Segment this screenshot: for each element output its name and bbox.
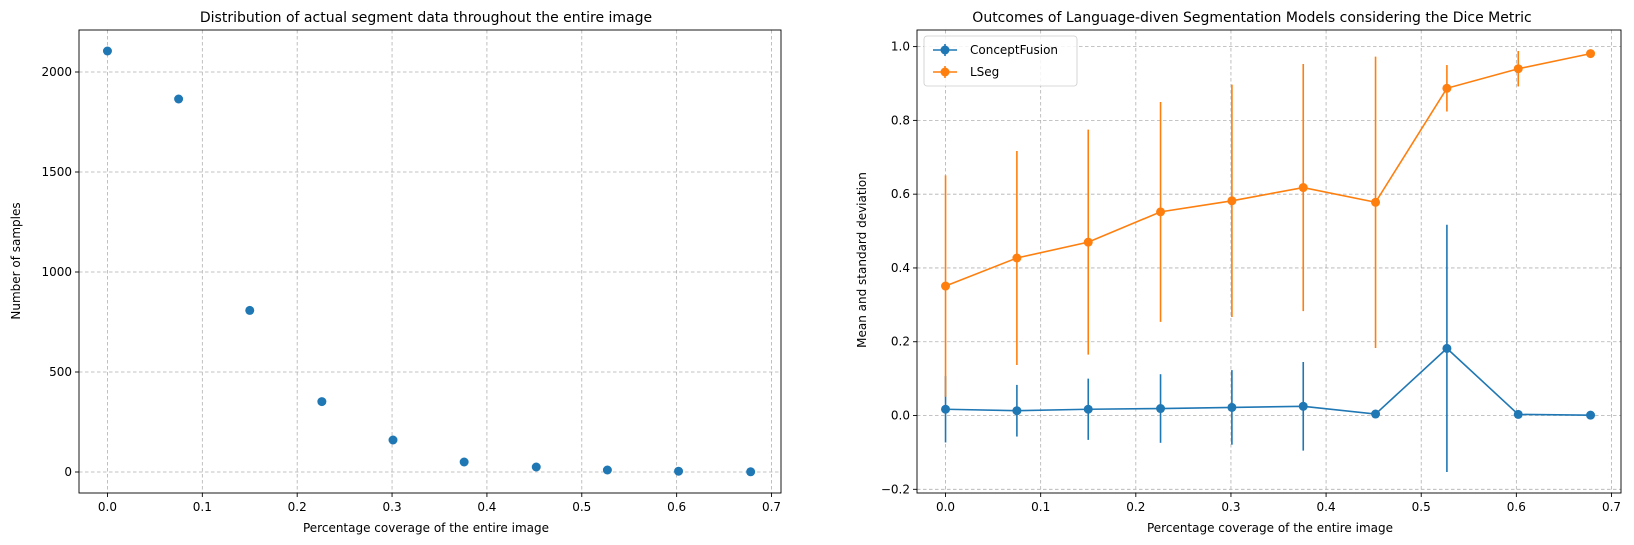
chart-dice-series <box>941 49 1596 472</box>
y-tick-label: 1.0 <box>891 40 910 54</box>
x-tick-label: 0.4 <box>477 500 496 514</box>
data-point <box>1442 83 1452 93</box>
chart-samples-grid <box>79 30 781 493</box>
x-tick-label: 0.1 <box>193 500 212 514</box>
legend-marker-lseg <box>940 67 950 77</box>
x-tick-label: 0.5 <box>1412 500 1431 514</box>
chart-dice: Outcomes of Language-diven Segmentation … <box>855 10 1622 535</box>
data-point <box>1298 401 1308 411</box>
data-point <box>1083 404 1093 414</box>
data-point <box>1513 409 1523 419</box>
y-tick-label: 1500 <box>41 165 72 179</box>
x-tick-label: 0.0 <box>98 500 117 514</box>
chart-samples-title: Distribution of actual segment data thro… <box>200 10 652 26</box>
x-tick-label: 0.2 <box>288 500 307 514</box>
y-tick-label: 1000 <box>41 265 72 279</box>
scatter-point <box>746 467 756 477</box>
series-lseg <box>941 49 1596 397</box>
x-tick-label: 0.6 <box>667 500 686 514</box>
y-tick-label: 0.6 <box>891 187 910 201</box>
chart-samples-ylabel: Number of samples <box>9 202 23 319</box>
x-tick-label: 0.4 <box>1317 500 1336 514</box>
data-point <box>1227 402 1237 412</box>
x-tick-label: 0.7 <box>762 500 781 514</box>
chart-samples-points <box>102 46 756 477</box>
x-tick-label: 0.3 <box>1221 500 1240 514</box>
scatter-point <box>102 46 112 56</box>
data-point <box>1298 183 1308 193</box>
chart-samples-ticks: 0.0 0.1 0.2 0.3 0.4 0.5 0.6 0.7 0 500 1000 1500 2000 <box>41 65 781 514</box>
series-line <box>945 52 1591 287</box>
x-tick-label: 0.3 <box>383 500 402 514</box>
data-point <box>1012 253 1022 263</box>
x-tick-label: 0.6 <box>1507 500 1526 514</box>
data-point <box>1442 343 1452 353</box>
scatter-point <box>674 466 684 476</box>
chart-dice-grid <box>917 30 1621 493</box>
y-tick-label: 0.4 <box>891 261 910 275</box>
y-tick-label: 0.0 <box>891 409 910 423</box>
data-point <box>1012 406 1022 416</box>
chart-dice-title: Outcomes of Language-diven Segmentation … <box>972 10 1531 26</box>
data-point <box>941 281 951 291</box>
chart-samples-xlabel: Percentage coverage of the entire image <box>303 521 549 535</box>
chart-samples: Distribution of actual segment data thro… <box>9 10 782 535</box>
series-conceptfusion <box>941 224 1596 472</box>
data-point <box>1586 49 1596 59</box>
y-tick-label: 0.8 <box>891 113 910 127</box>
data-point <box>1586 410 1596 420</box>
x-tick-label: 0.0 <box>936 500 955 514</box>
scatter-point <box>459 457 469 467</box>
chart-dice-xlabel: Percentage coverage of the entire image <box>1147 521 1393 535</box>
x-tick-label: 0.5 <box>572 500 591 514</box>
data-point <box>1156 207 1166 217</box>
data-point <box>1513 64 1523 74</box>
data-point <box>1371 197 1381 207</box>
legend-label-conceptfusion: ConceptFusion <box>970 43 1058 57</box>
y-tick-label: 0.2 <box>891 335 910 349</box>
y-tick-label: −0.2 <box>881 482 910 496</box>
chart-dice-ticks: 0.0 0.1 0.2 0.3 0.4 0.5 0.6 0.7 −0.2 0.0 0.2 0.4 0.6… <box>881 40 1621 514</box>
scatter-point <box>317 397 327 407</box>
x-tick-label: 0.2 <box>1126 500 1145 514</box>
chart-samples-frame <box>78 29 782 494</box>
x-tick-label: 0.7 <box>1602 500 1621 514</box>
data-point <box>1371 409 1381 419</box>
data-point <box>1227 196 1237 206</box>
y-tick-label: 500 <box>49 365 72 379</box>
scatter-point <box>602 465 612 475</box>
scatter-point <box>531 462 541 472</box>
chart-dice-ylabel: Mean and standard deviation <box>855 172 869 348</box>
data-point <box>1156 404 1166 414</box>
data-point <box>1083 237 1093 247</box>
legend-label-lseg: LSeg <box>970 65 999 79</box>
legend-marker-conceptfusion <box>940 45 950 55</box>
chart-dice-frame <box>916 29 1622 494</box>
legend-box <box>923 35 1078 87</box>
x-tick-label: 0.1 <box>1031 500 1050 514</box>
scatter-point <box>245 305 255 315</box>
y-tick-label: 0 <box>64 465 72 479</box>
scatter-point <box>388 435 398 445</box>
legend: ConceptFusion LSeg <box>923 35 1078 87</box>
data-point <box>941 404 951 414</box>
y-tick-label: 2000 <box>41 65 72 79</box>
scatter-point <box>174 94 184 104</box>
series-line <box>945 347 1591 416</box>
